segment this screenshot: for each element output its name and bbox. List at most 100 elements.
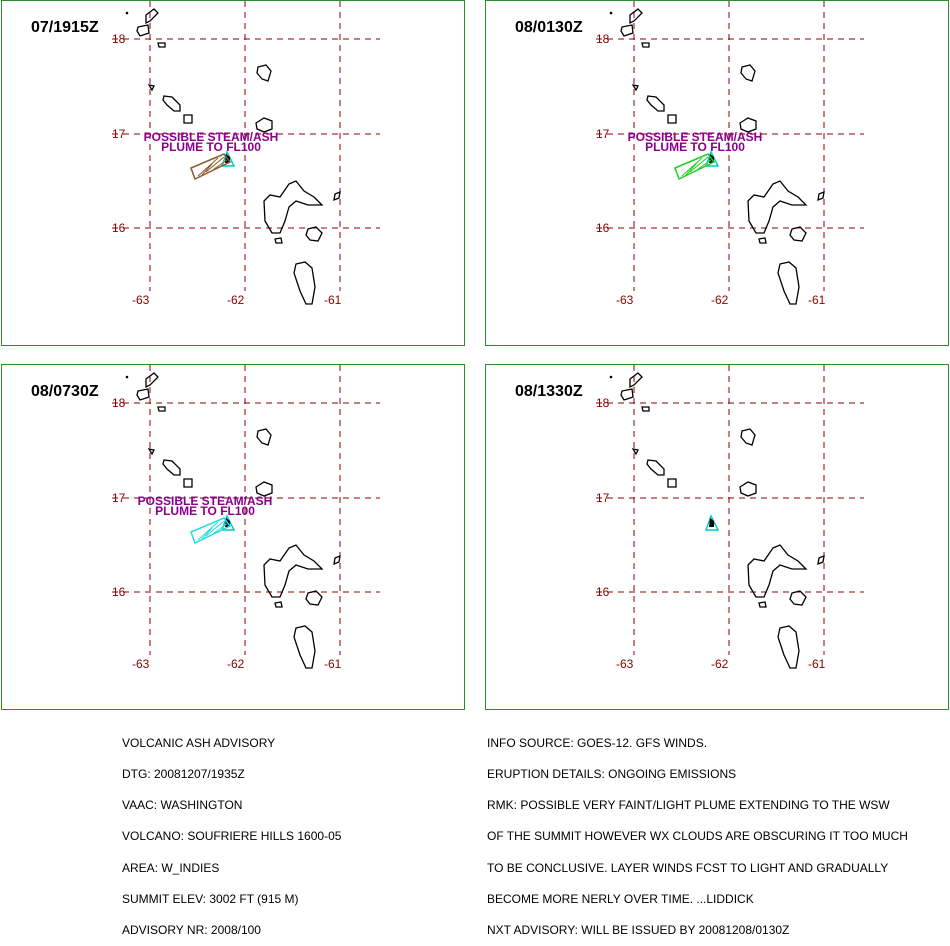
longitude-label: -61 <box>808 657 826 671</box>
island-coastline <box>609 375 613 379</box>
ash-plume-area <box>190 153 232 181</box>
advisory-line: NXT ADVISORY: WILL BE ISSUED BY 20081208… <box>487 923 790 938</box>
island-coastline <box>817 554 825 566</box>
island-coastline <box>609 11 613 15</box>
island-coastline <box>646 459 665 476</box>
island-coastline <box>162 95 181 112</box>
longitude-label: -63 <box>616 657 634 671</box>
latitude-label: 16 <box>112 221 126 235</box>
island-coastline <box>758 601 767 608</box>
latitude-label: 18 <box>596 396 610 410</box>
island-coastline <box>333 554 341 566</box>
island-coastline <box>305 226 323 242</box>
island-coastline <box>641 42 650 48</box>
island-coastline <box>136 388 150 401</box>
advisory-right: INFO SOURCE: GOES-12. GFS WINDS. ERUPTIO… <box>487 717 908 946</box>
plume-annotation: POSSIBLE STEAM/ASH PLUME TO FL100 <box>105 494 305 517</box>
island-coastline <box>747 180 808 234</box>
longitude-label: -62 <box>711 293 729 307</box>
panel-time-label: 08/0130Z <box>515 19 583 36</box>
island-coastline <box>646 95 665 112</box>
island-coastline <box>274 237 283 244</box>
advisory-line: ERUPTION DETAILS: ONGOING EMISSIONS <box>487 767 737 782</box>
ash-plume-hatch <box>201 527 213 540</box>
ash-plume-hatch <box>197 157 219 177</box>
advisory-line: VAAC: WASHINGTON <box>122 798 243 813</box>
advisory-left: VOLCANIC ASH ADVISORY DTG: 20081207/1935… <box>122 717 341 946</box>
advisory-line: AREA: W_INDIES <box>122 860 220 875</box>
latitude-label: 16 <box>596 585 610 599</box>
island-coastline <box>125 375 129 379</box>
latitude-label: 17 <box>596 127 610 141</box>
advisory-line: OF THE SUMMIT HOWEVER WX CLOUDS ARE OBSC… <box>487 829 908 844</box>
plume-annotation-line: POSSIBLE STEAM/ASH <box>627 130 763 144</box>
volcano-marker <box>220 514 236 531</box>
island-coastline <box>157 42 166 48</box>
plume-annotation-line: POSSIBLE STEAM/ASH <box>143 130 279 144</box>
map-panel: 08/0130Z 18 17 16 -63 -62 -61 POSSIBLE STEAM/AS… <box>485 0 949 346</box>
panel-time-label: 08/0730Z <box>31 383 99 400</box>
island-coastline <box>147 448 155 456</box>
longitude-label: -62 <box>227 657 245 671</box>
island-coastline <box>789 226 807 242</box>
ash-plume-hatch <box>205 520 225 537</box>
ash-plume-hatch <box>681 157 703 177</box>
map-canvas <box>112 365 380 669</box>
island-coastline <box>293 261 316 305</box>
island-coastline <box>817 190 825 202</box>
island-coastline <box>255 481 273 497</box>
island-coastline <box>631 448 639 456</box>
island-coastline <box>758 237 767 244</box>
map-panel: 08/1330Z 18 17 16 -63 -62 -61 <box>485 364 949 710</box>
advisory-line: SUMMIT ELEV: 3002 FT (915 M) <box>122 891 299 906</box>
latitude-label: 17 <box>596 491 610 505</box>
volcano-marker <box>220 150 236 167</box>
island-coastline <box>620 24 634 37</box>
advisory-line: INFO SOURCE: GOES-12. GFS WINDS. <box>487 735 708 750</box>
ash-plume-hatch <box>697 159 712 170</box>
longitude-label: -63 <box>616 293 634 307</box>
ash-plume-hatch <box>213 159 228 170</box>
advisory-line: TO BE CONCLUSIVE. LAYER WINDS FCST TO LI… <box>487 860 889 875</box>
island-coastline <box>333 190 341 202</box>
advisory-line: DTG: 20081207/1935Z <box>122 767 245 782</box>
plume-annotation-line: POSSIBLE STEAM/ASH <box>137 494 273 508</box>
island-coastline <box>789 590 807 606</box>
ash-plume-hatch <box>685 163 697 176</box>
latitude-label: 18 <box>112 32 126 46</box>
island-coastline <box>739 117 757 133</box>
longitude-label: -61 <box>808 293 826 307</box>
longitude-label: -61 <box>324 657 342 671</box>
island-coastline <box>641 406 650 412</box>
ash-plume-area <box>674 153 716 181</box>
island-coastline <box>263 544 324 598</box>
island-coastline <box>183 478 193 488</box>
ash-plume-hatch <box>213 523 228 534</box>
latitude-label: 18 <box>112 396 126 410</box>
ash-plume-hatch <box>205 156 225 173</box>
island-coastline <box>777 625 800 669</box>
island-coastline <box>274 601 283 608</box>
island-coastline <box>293 625 316 669</box>
latitude-label: 16 <box>112 585 126 599</box>
island-coastline <box>263 180 324 234</box>
ash-plume-hatch <box>201 163 213 176</box>
island-coastline <box>183 114 193 124</box>
map-canvas <box>112 1 380 305</box>
island-coastline <box>125 11 129 15</box>
plume-annotation-line: PLUME TO FL100 <box>645 140 745 154</box>
map-canvas <box>596 1 864 305</box>
ash-plume-hatch <box>689 156 709 173</box>
latitude-label: 16 <box>596 221 610 235</box>
island-coastline <box>629 372 643 389</box>
island-coastline <box>145 8 159 25</box>
island-coastline <box>740 64 756 82</box>
island-coastline <box>157 406 166 412</box>
island-coastline <box>147 84 155 92</box>
ash-plume-area <box>190 517 232 545</box>
latitude-label: 17 <box>112 127 126 141</box>
volcano-marker <box>704 150 720 167</box>
island-coastline <box>256 64 272 82</box>
map-canvas <box>596 365 864 669</box>
advisory-line: VOLCANO: SOUFRIERE HILLS 1600-05 <box>122 829 342 844</box>
